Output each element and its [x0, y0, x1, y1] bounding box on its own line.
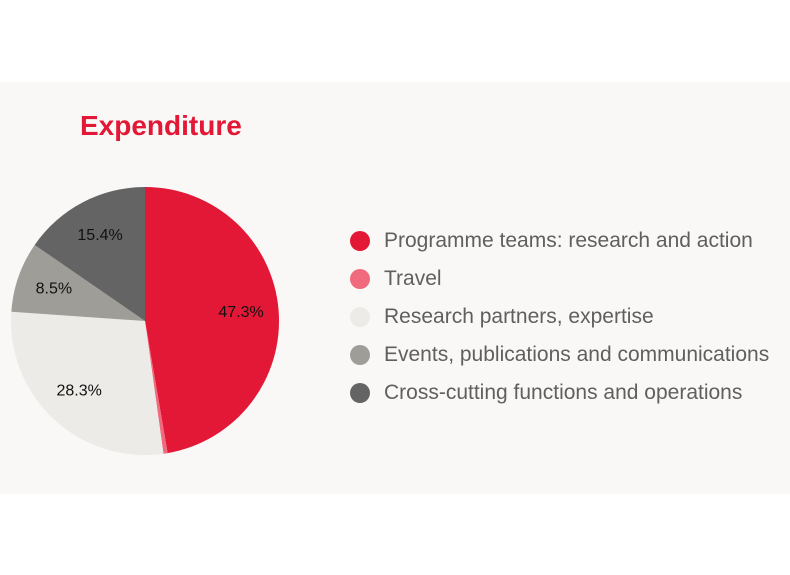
legend-swatch-2 — [350, 307, 370, 327]
legend-item-2: Research partners, expertise — [350, 298, 769, 336]
legend-label-4: Cross-cutting functions and operations — [384, 381, 743, 404]
legend-swatch-3 — [350, 345, 370, 365]
data-label-0: 47.3% — [218, 304, 263, 321]
legend-label-1: Travel — [384, 267, 442, 290]
legend-item-0: Programme teams: research and action — [350, 222, 769, 260]
data-label-4: 15.4% — [77, 227, 122, 244]
pie-slice-0 — [145, 187, 280, 454]
pie-slice-1 — [145, 321, 168, 454]
legend-item-3: Events, publications and communications — [350, 336, 769, 374]
legend-swatch-4 — [350, 383, 370, 403]
chart-panel: Expenditure 47.3% 28.3% 8.5% 15.4% Programm… — [0, 82, 790, 494]
legend-label-0: Programme teams: research and action — [384, 229, 753, 252]
data-label-2: 28.3% — [57, 383, 102, 400]
pie-slice-2 — [11, 311, 164, 455]
pie-slice-4 — [34, 187, 145, 321]
legend-label-3: Events, publications and communications — [384, 343, 770, 366]
legend-swatch-0 — [350, 231, 370, 251]
legend-swatch-1 — [350, 269, 370, 289]
pie-slice-3 — [11, 244, 145, 321]
chart-legend: Programme teams: research and action Trav… — [350, 222, 769, 412]
pie-chart: 47.3% 28.3% 8.5% 15.4% — [11, 187, 280, 455]
legend-item-1: Travel — [350, 260, 769, 298]
legend-label-2: Research partners, expertise — [384, 305, 654, 328]
data-label-3: 8.5% — [36, 280, 72, 297]
chart-title: Expenditure — [80, 110, 242, 141]
legend-item-4: Cross-cutting functions and operations — [350, 374, 769, 412]
